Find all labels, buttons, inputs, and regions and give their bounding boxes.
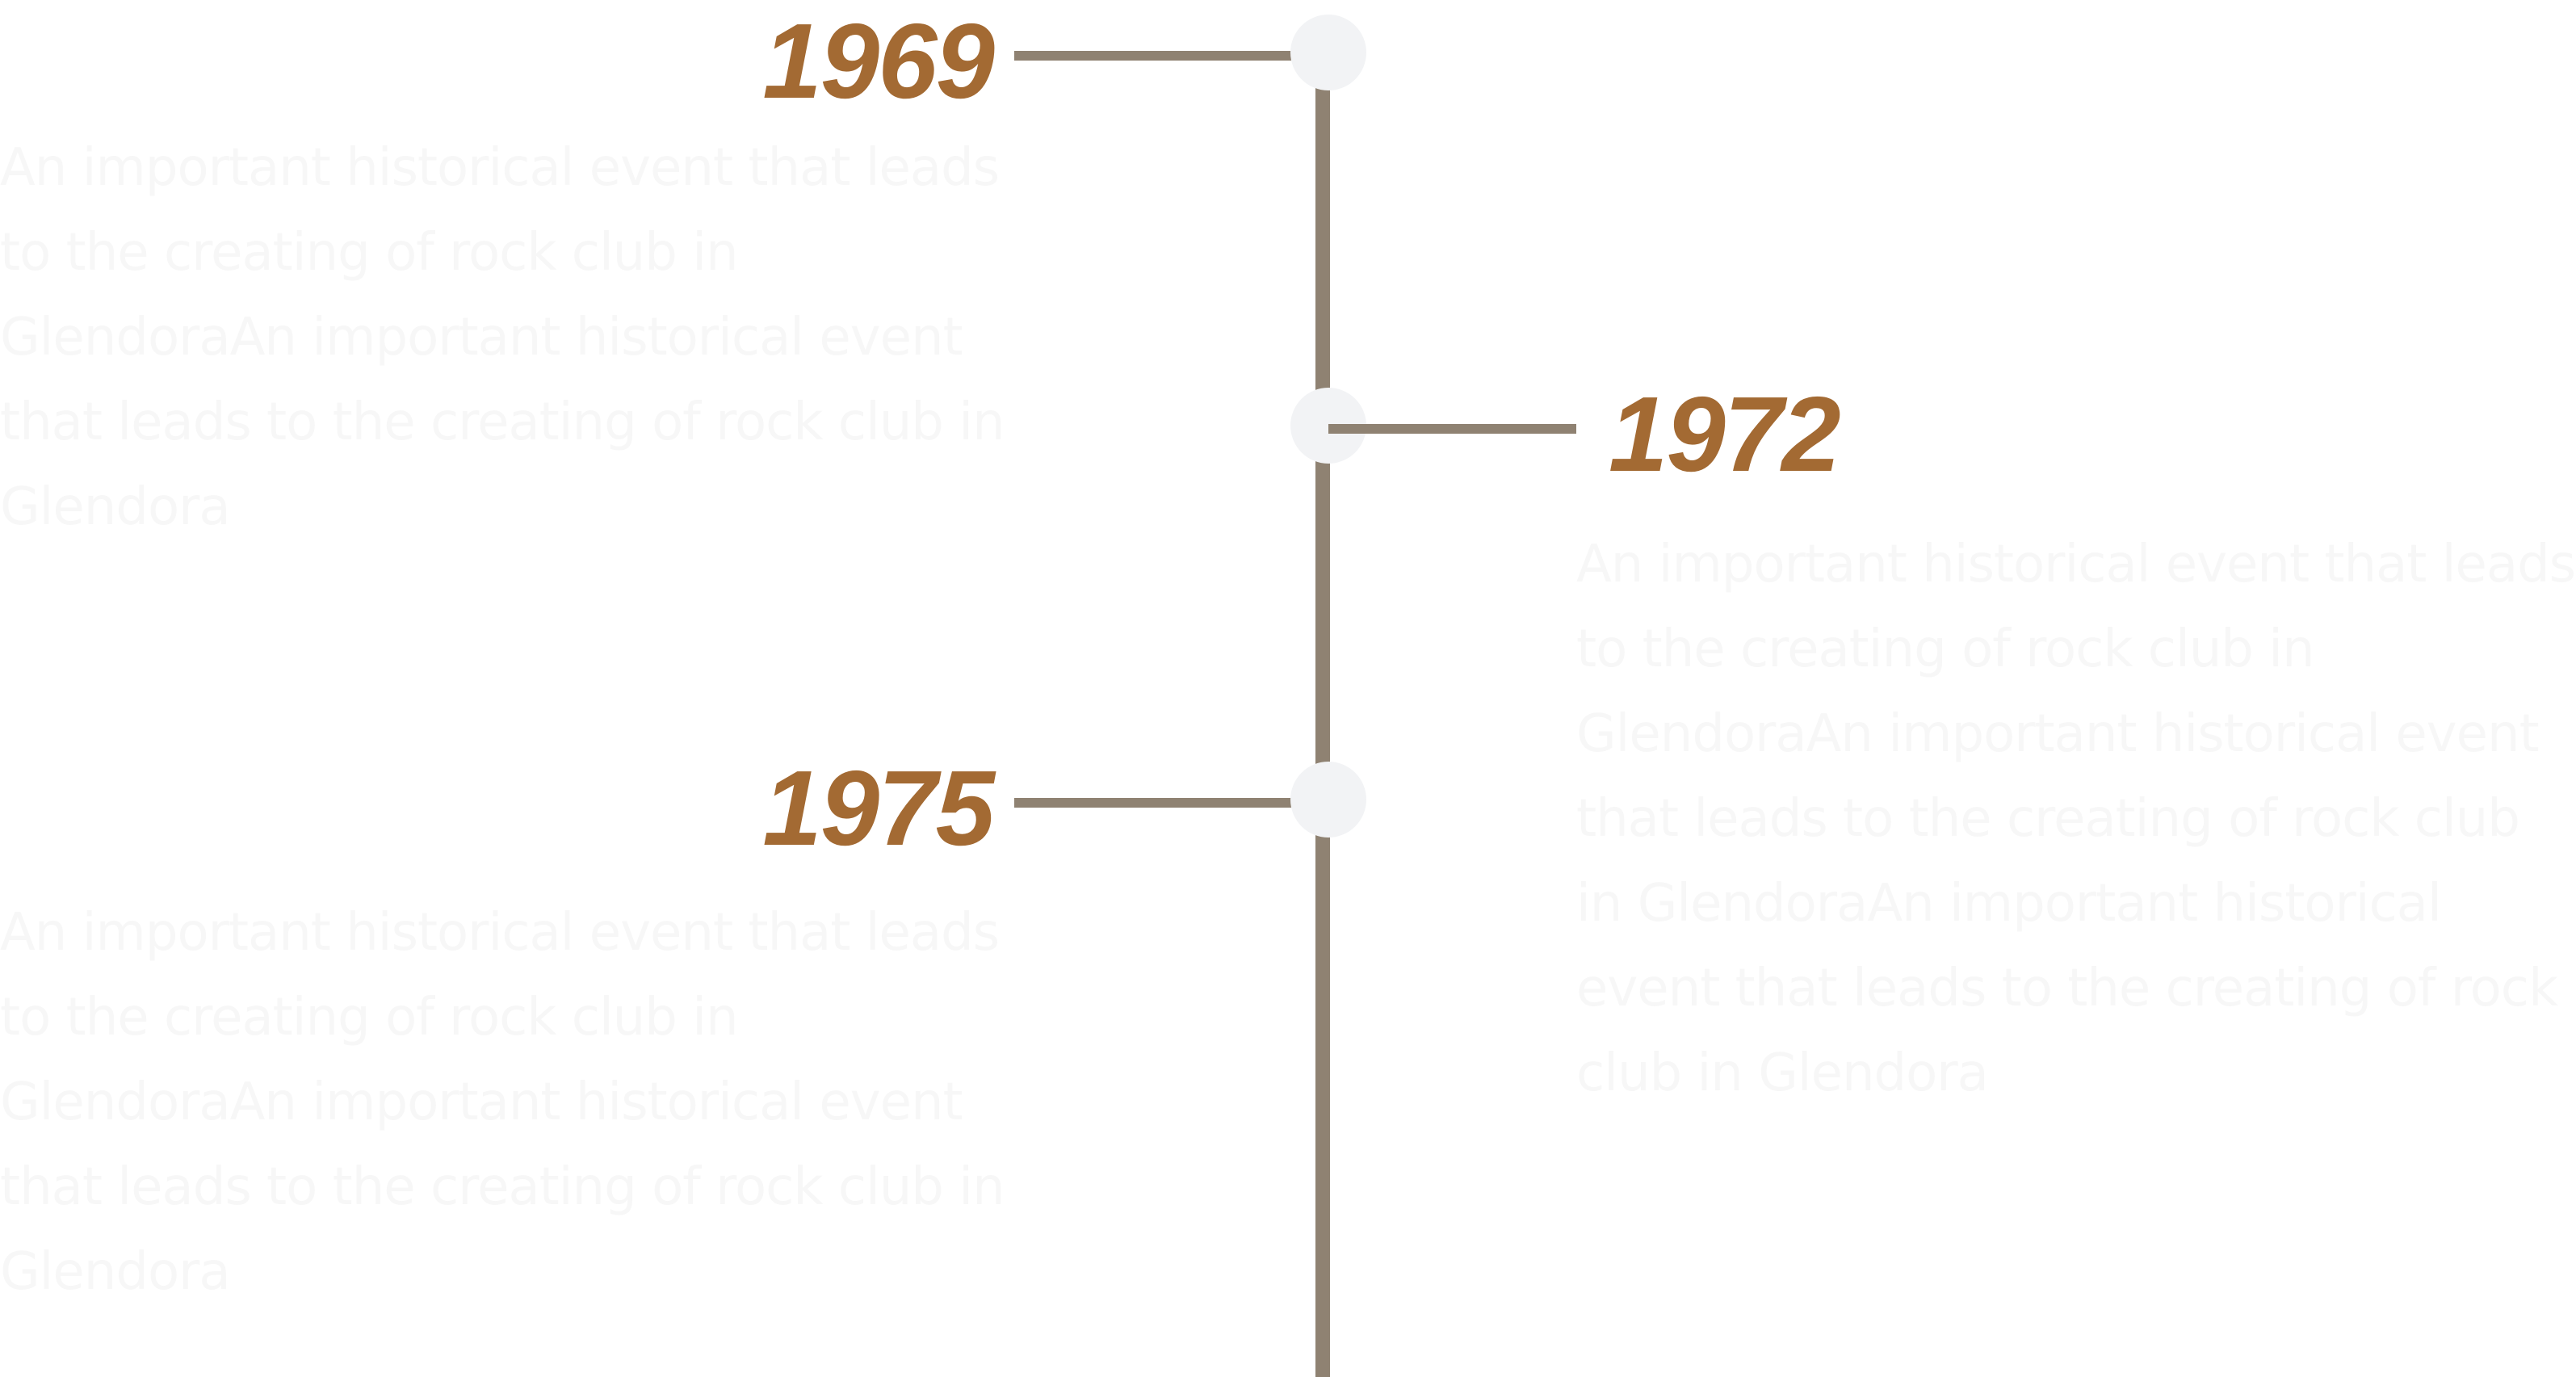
event-description: An important historical event that leads… [0, 903, 1005, 1302]
event-year: 1975 [762, 749, 995, 867]
event-year: 1972 [1609, 375, 1841, 493]
event-description: An important historical event that leads… [0, 138, 1005, 537]
connector-line [1014, 51, 1326, 61]
timeline-spine [1315, 53, 1330, 1377]
event-description: An important historical event that leads… [1576, 535, 2576, 1103]
connector-line [1328, 424, 1576, 434]
timeline-node [1290, 15, 1366, 90]
event-year: 1969 [762, 2, 995, 120]
connector-line [1014, 798, 1326, 808]
timeline-node [1290, 762, 1366, 838]
